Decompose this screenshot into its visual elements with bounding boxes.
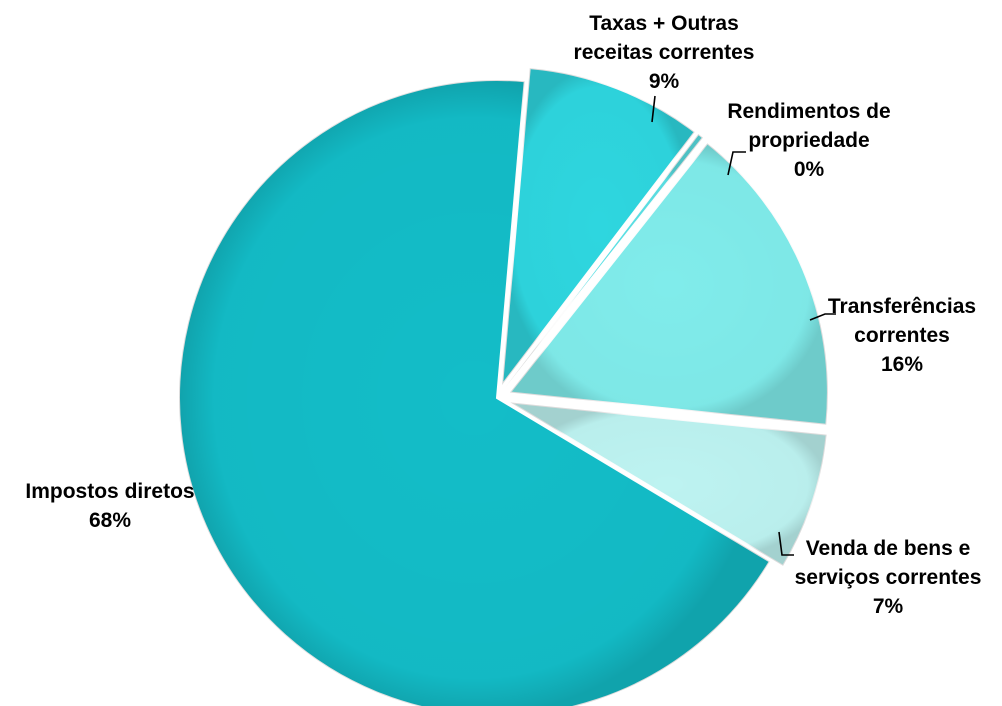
- slice-name-label: Impostos diretos: [25, 480, 194, 503]
- slice-name-label: propriedade: [748, 129, 869, 152]
- pie-slices: [178, 67, 829, 706]
- slice-shading-rendimentos-de-propriedade: [505, 133, 704, 387]
- leader-line-rendimentos-de-propriedade: [727, 151, 746, 176]
- data-label-transfer-ncias-correntes: Transferências correntes 16%: [828, 295, 976, 376]
- leader-line-venda-de-bens-e-servi-os-correntes: [778, 531, 794, 556]
- slice-shading-transfer-ncias-correntes: [509, 143, 828, 425]
- leader-lines: [651, 95, 836, 556]
- slice-shading-taxas-outras-receitas-correntes: [502, 68, 695, 385]
- slice-percent-label: 9%: [649, 70, 680, 93]
- slice-shading-venda-de-bens-e-servi-os-correntes: [510, 402, 827, 566]
- slice-percent-label: 68%: [89, 509, 131, 532]
- slice-name-label: Venda de bens e: [806, 537, 971, 560]
- data-label-taxas-outras-receitas-correntes: Taxas + Outras receitas correntes 9%: [574, 12, 755, 93]
- slice-name-label: correntes: [854, 324, 950, 347]
- slice-percent-label: 16%: [881, 353, 923, 376]
- leader-line-taxas-outras-receitas-correntes: [651, 95, 656, 123]
- data-label-impostos-diretos: Impostos diretos 68%: [25, 480, 194, 532]
- slice-name-label: serviços correntes: [795, 566, 982, 589]
- data-labels: Impostos diretos 68% Taxas + Outras receita…: [25, 12, 981, 618]
- slice-shading-impostos-diretos: [179, 80, 770, 706]
- slice-name-label: Rendimentos de: [727, 100, 890, 123]
- data-label-venda-de-bens-e-servi-os-correntes: Venda de bens e serviços correntes 7%: [795, 537, 982, 618]
- slice-percent-label: 0%: [794, 158, 825, 181]
- slice-name-label: Transferências: [828, 295, 976, 318]
- slice-name-label: receitas correntes: [574, 41, 755, 64]
- slice-name-label: Taxas + Outras: [589, 12, 739, 35]
- leader-line-transfer-ncias-correntes: [809, 313, 836, 321]
- slice-percent-label: 7%: [873, 595, 904, 618]
- data-label-rendimentos-de-propriedade: Rendimentos de propriedade 0%: [727, 100, 890, 181]
